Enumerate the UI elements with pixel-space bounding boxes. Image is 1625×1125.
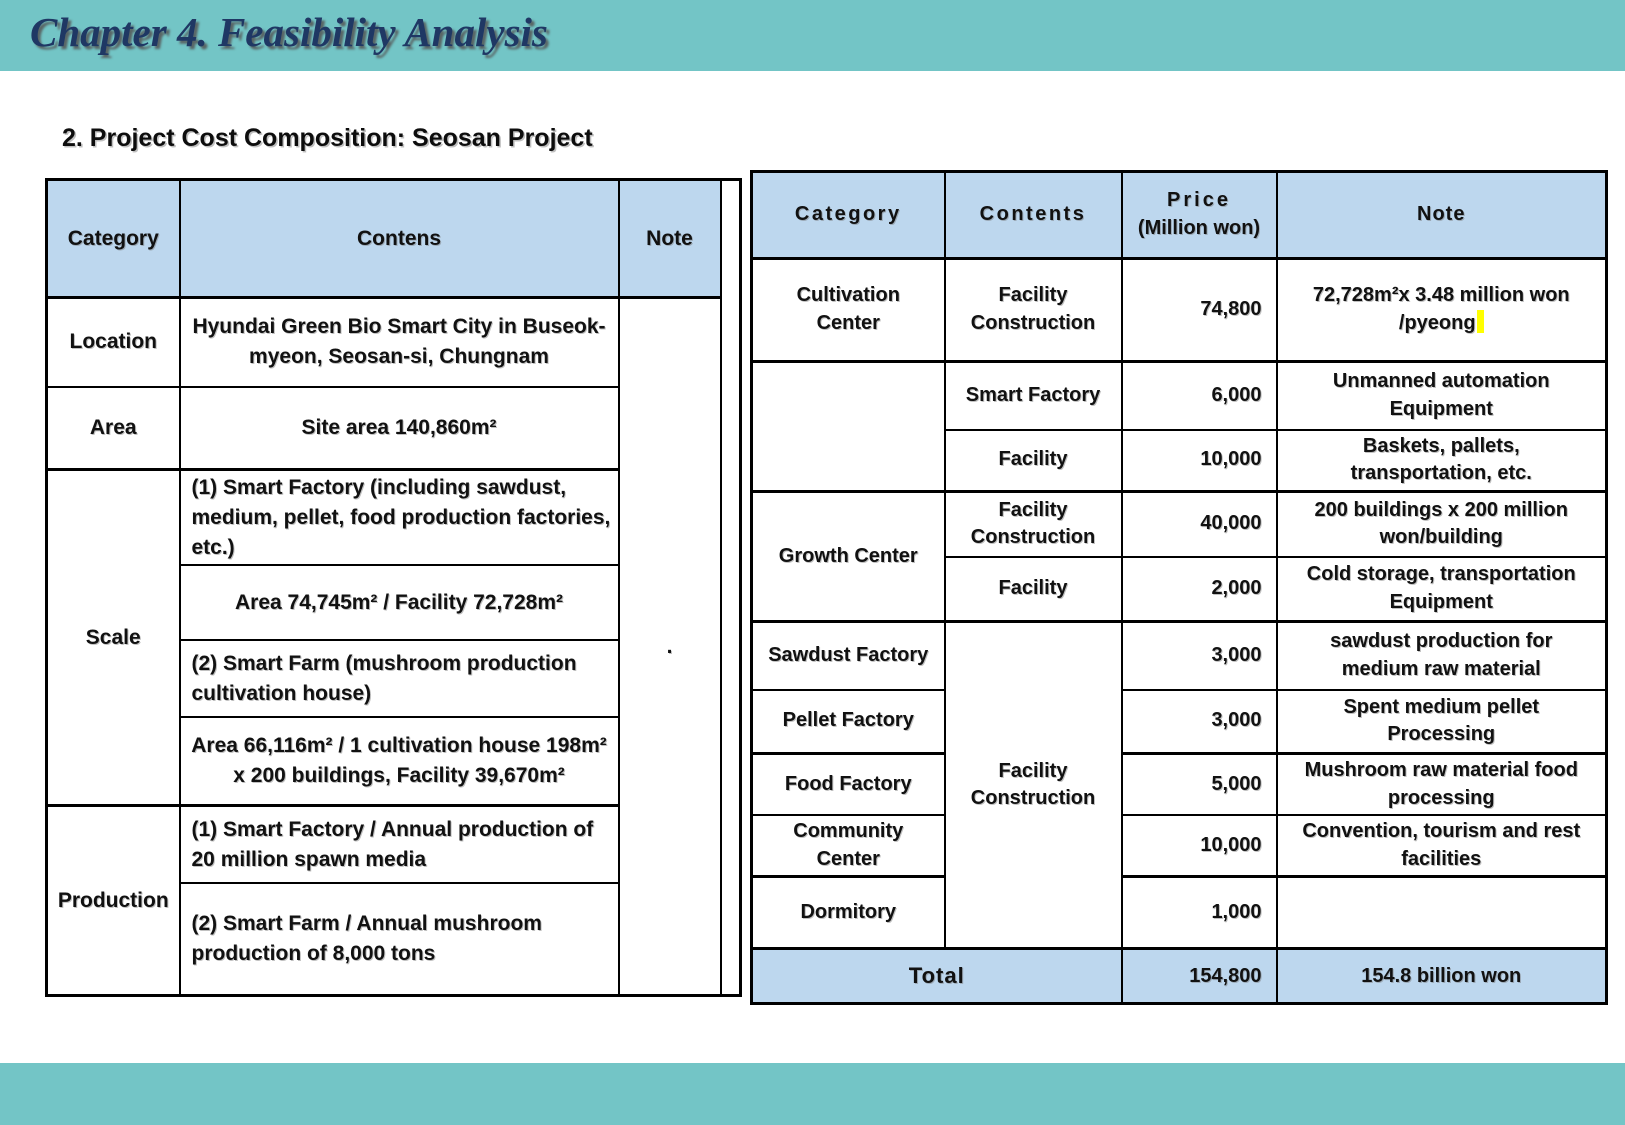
cell-production-item1: (1) Smart Factory / Annual production of… <box>178 803 620 885</box>
cell-category: Dormitory <box>750 875 946 950</box>
cell-location-label: Location <box>45 296 181 388</box>
cell-category: Growth Center <box>750 490 946 623</box>
cell-note <box>1275 875 1608 950</box>
cell-contents: Facility <box>943 555 1123 623</box>
header-price-line1: Price <box>1167 189 1231 212</box>
cell-price: 10,000 <box>1120 428 1278 493</box>
cell-price: 10,000 <box>1120 814 1278 878</box>
cell-contents: Smart Factory <box>943 360 1123 431</box>
cell-category: Sawdust Factory <box>750 620 946 691</box>
cell-contents-merged: Facility Construction <box>943 619 1123 950</box>
spacer-column <box>719 178 742 997</box>
cell-note: Baskets, pallets, transportation, etc. <box>1275 428 1608 493</box>
top-banner: Chapter 4. Feasibility Analysis <box>0 0 1625 71</box>
cell-scale-label: Scale <box>45 468 181 807</box>
cell-note: 200 buildings x 200 million won/building <box>1275 490 1608 558</box>
cell-area-value: Site area 140,860m² <box>178 385 620 471</box>
cell-price: 3,000 <box>1120 620 1278 691</box>
header-note: Note <box>1275 170 1608 260</box>
cell-note: Convention, tourism and rest facilities <box>1275 814 1608 878</box>
cell-note: 72,728m²x 3.48 million won /pyeong <box>1275 257 1608 363</box>
header-note: Note <box>617 178 722 299</box>
cell-price: 2,000 <box>1120 555 1278 623</box>
cell-note: Unmanned automation Equipment <box>1275 360 1608 431</box>
cell-total-note: 154.8 billion won <box>1275 947 1608 1005</box>
cell-contents: Facility <box>943 428 1123 493</box>
cell-total-label: Total <box>750 947 1123 1005</box>
cell-note: Spent medium pellet Processing <box>1275 688 1608 755</box>
header-price-line2: (Million won) <box>1137 217 1261 239</box>
note-text: 72,728m²x 3.48 million won /pyeong <box>1312 284 1570 334</box>
cell-category-empty <box>750 360 946 493</box>
cell-scale-item1-area: Area 74,745m² / Facility 72,728m² <box>178 564 620 642</box>
cell-price: 3,000 <box>1120 688 1278 755</box>
cell-contents: Facility Construction <box>943 257 1123 363</box>
project-overview-table: Category Contens Note Location Hyundai G… <box>45 178 742 997</box>
cell-category: Cultivation Center <box>750 257 946 363</box>
cell-price: 5,000 <box>1120 752 1278 817</box>
cell-total-price: 154,800 <box>1120 947 1278 1005</box>
cell-location-value: Hyundai Green Bio Smart City in Buseok- … <box>178 296 620 388</box>
cell-note: Cold storage, transportation Equipment <box>1275 555 1608 623</box>
header-category: Category <box>45 178 181 299</box>
cell-contents: Facility Construction <box>943 490 1123 558</box>
header-contents: Contents <box>943 170 1123 260</box>
header-category: Category <box>750 170 946 260</box>
cell-area-label: Area <box>45 385 181 471</box>
cell-price: 40,000 <box>1120 490 1278 558</box>
cell-price: 1,000 <box>1120 875 1278 950</box>
cost-breakdown-table: Category Contents Price (Million won) Not… <box>750 170 1608 1006</box>
text-cursor-highlight <box>1476 310 1484 333</box>
header-price: Price (Million won) <box>1120 170 1278 260</box>
cell-category: Food Factory <box>750 752 946 817</box>
cell-note: Mushroom raw material food processing <box>1275 752 1608 817</box>
cell-category: Community Center <box>750 814 946 878</box>
cell-price: 74,800 <box>1120 257 1278 363</box>
cell-production-label: Production <box>45 803 181 997</box>
cell-note-value: . <box>617 296 722 997</box>
cell-note: sawdust production for medium raw materi… <box>1275 620 1608 691</box>
cell-scale-item2-area: Area 66,116m² / 1 cultivation house 198m… <box>178 716 620 807</box>
bottom-banner <box>0 1063 1625 1125</box>
cell-scale-item2: (2) Smart Farm (mushroom production cult… <box>178 639 620 719</box>
cell-price: 6,000 <box>1120 360 1278 431</box>
cell-category: Pellet Factory <box>750 688 946 755</box>
header-contents: Contens <box>178 178 620 299</box>
cell-production-item2: (2) Smart Farm / Annual mushroom product… <box>178 882 620 997</box>
cell-scale-item1: (1) Smart Factory (including sawdust, me… <box>178 468 620 567</box>
chapter-title: Chapter 4. Feasibility Analysis <box>30 9 548 55</box>
section-title: 2. Project Cost Composition: Seosan Proj… <box>62 124 593 152</box>
